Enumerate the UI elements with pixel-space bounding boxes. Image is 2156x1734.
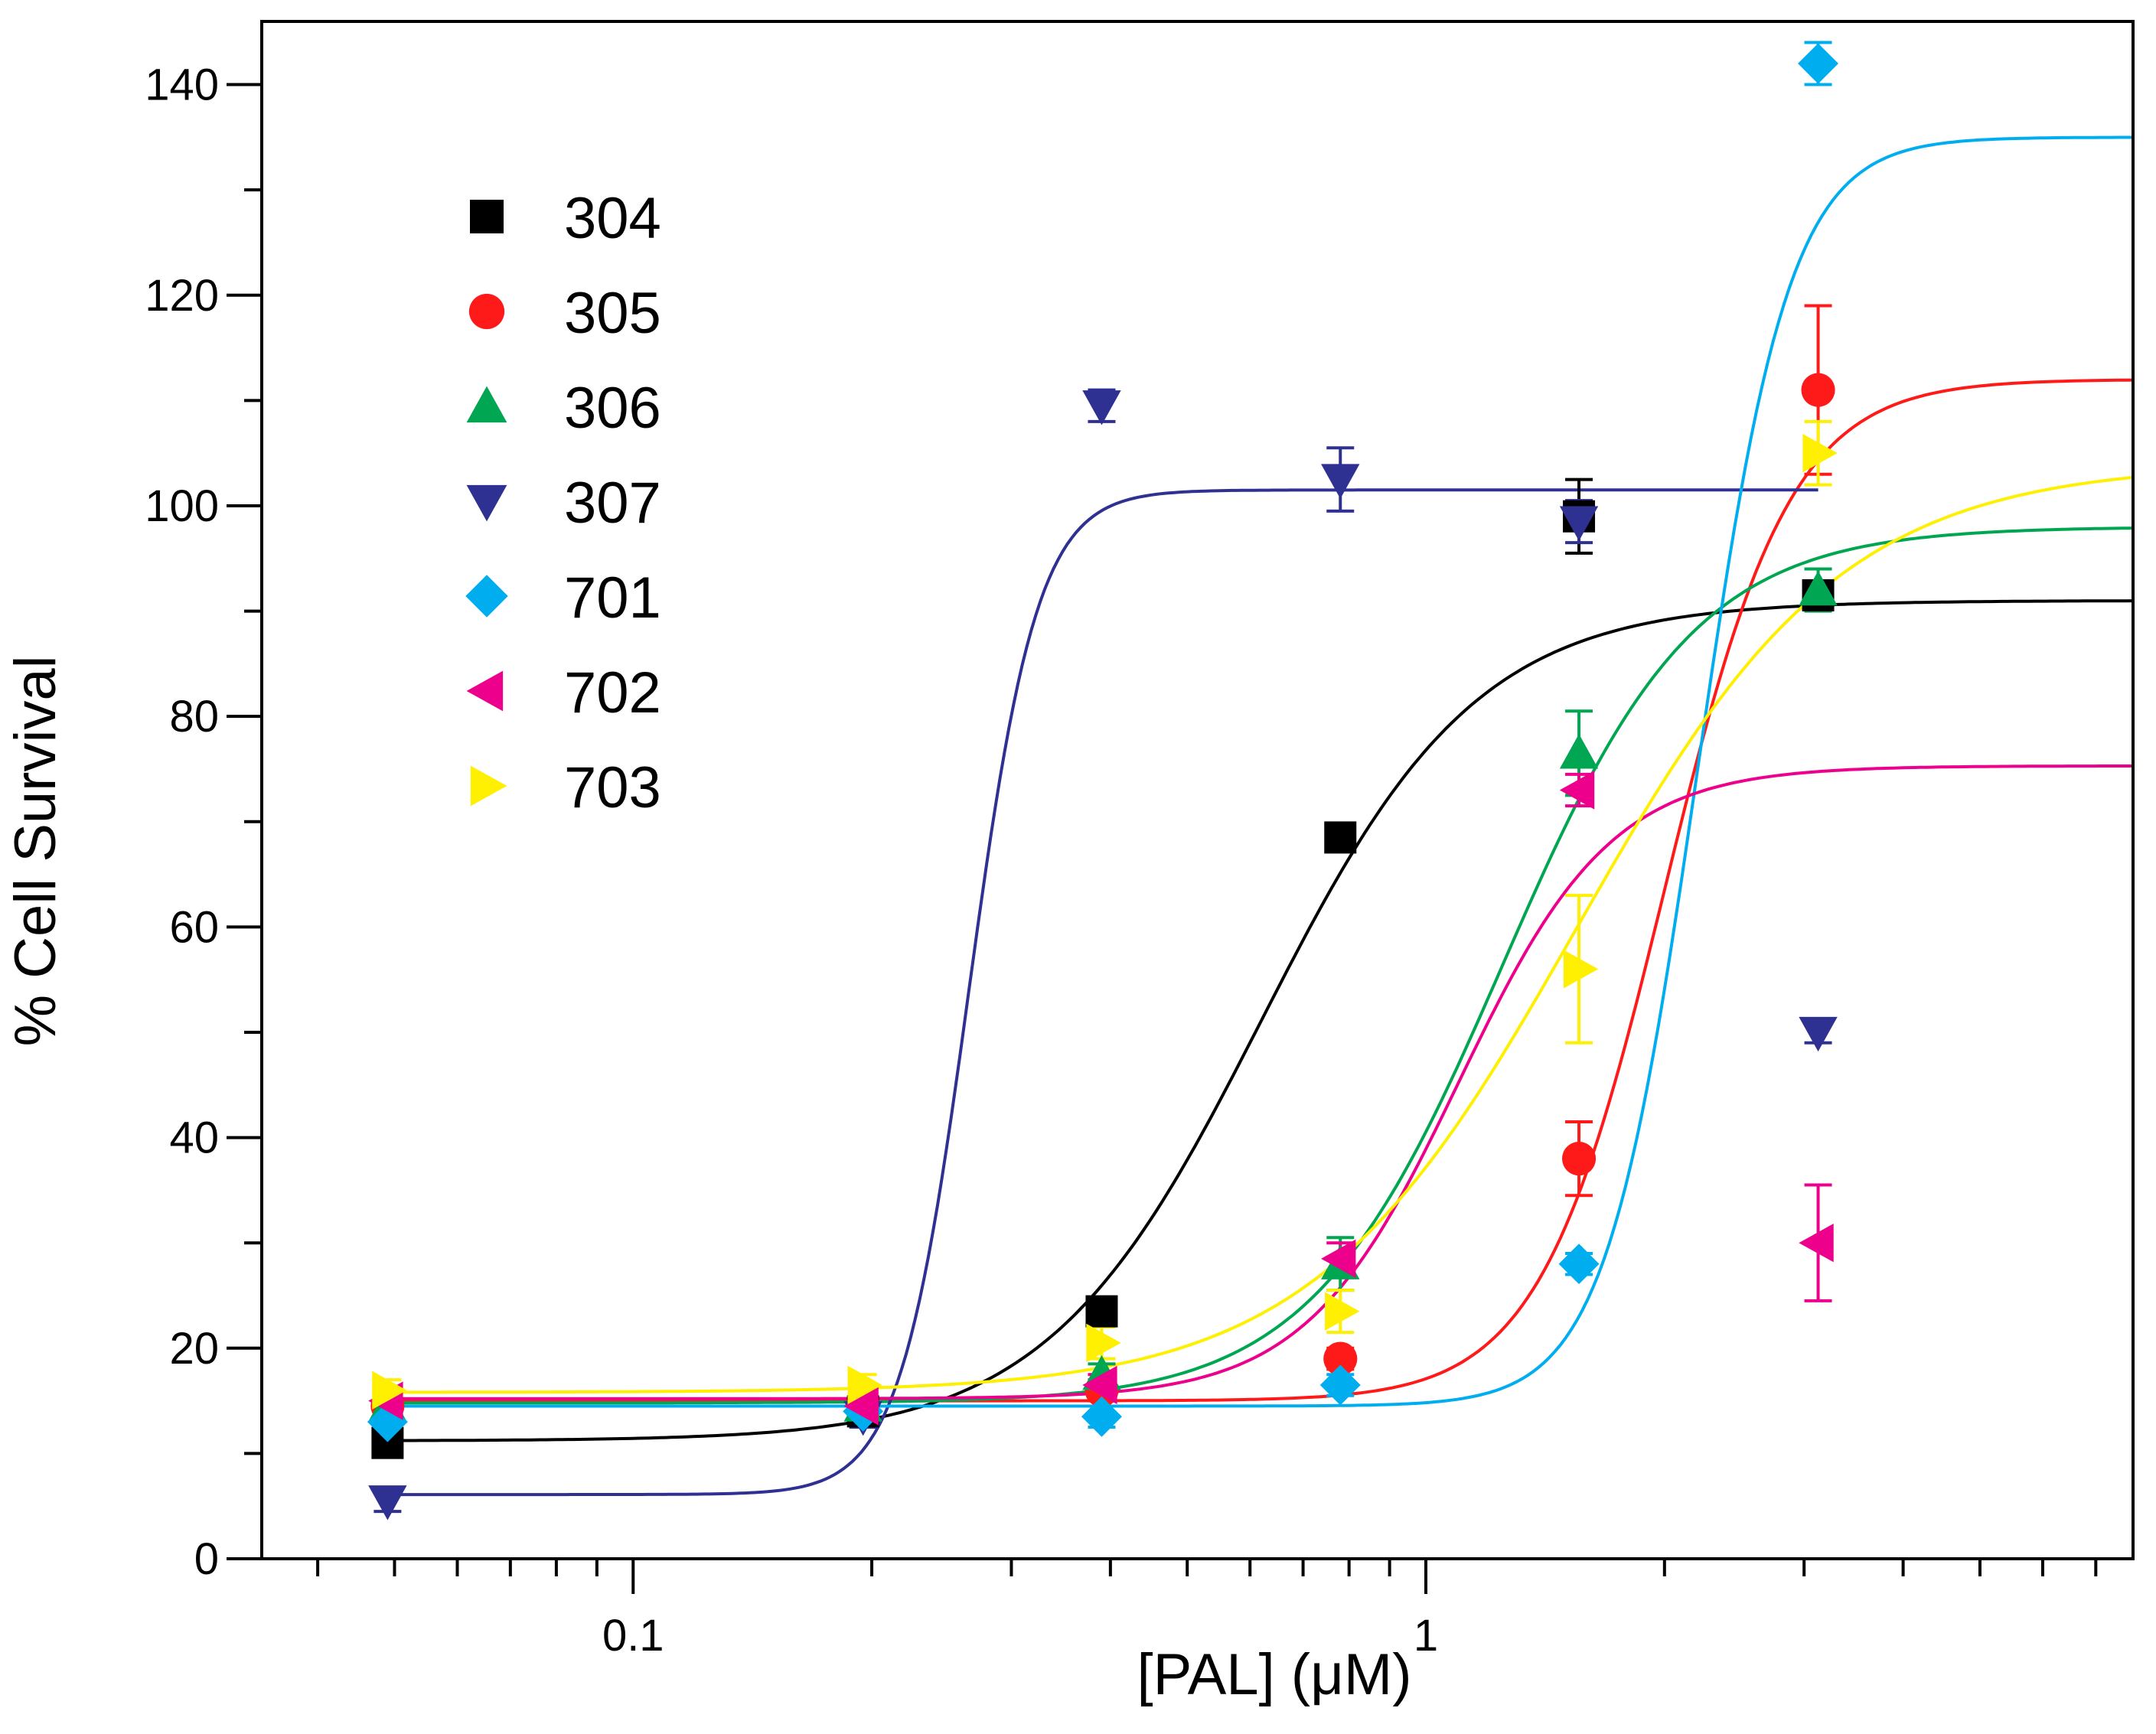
y-tick-label: 100 [145, 481, 219, 531]
point-702 [1321, 1239, 1356, 1279]
legend-marker-702 [466, 670, 504, 712]
y-tick-label: 0 [194, 1534, 219, 1584]
y-tick-label: 60 [169, 902, 219, 952]
fit-curve-304 [387, 599, 2134, 1442]
point-703 [847, 1365, 882, 1405]
point-307 [1082, 390, 1121, 425]
legend-marker-703 [470, 765, 507, 807]
point-304 [1324, 821, 1357, 854]
point-701 [1319, 1364, 1361, 1406]
data-points [367, 43, 1839, 1521]
fit-curves [387, 135, 2134, 1497]
legend-label-304: 304 [564, 186, 661, 251]
point-307 [1799, 1016, 1838, 1052]
legend-label-703: 703 [564, 755, 661, 820]
point-305 [1801, 373, 1835, 407]
legend: 304 305 306 307 701 702 703 [465, 186, 661, 820]
point-305 [1561, 1142, 1597, 1176]
point-703 [1563, 950, 1599, 989]
y-tick-label: 20 [169, 1324, 219, 1374]
y-tick-label: 80 [169, 692, 219, 742]
fit-curve-702 [387, 764, 2133, 1400]
legend-label-306: 306 [564, 376, 661, 441]
point-701 [1798, 43, 1839, 84]
point-306 [1559, 734, 1599, 769]
legend-marker-307 [466, 484, 507, 522]
x-tick-label: 0.1 [602, 1611, 664, 1661]
point-701 [1081, 1396, 1122, 1437]
fit-curve-703 [387, 475, 2134, 1394]
x-tick-label: 1 [1414, 1611, 1438, 1661]
point-701 [367, 1401, 408, 1442]
plot-frame [260, 20, 2135, 1560]
point-702 [843, 1387, 879, 1426]
legend-marker-304 [470, 200, 504, 233]
legend-label-307: 307 [564, 471, 661, 536]
legend-marker-701 [465, 575, 508, 618]
y-tick-label: 120 [145, 271, 219, 321]
point-306 [1799, 570, 1838, 606]
point-703 [1802, 433, 1838, 473]
legend-label-305: 305 [564, 281, 661, 346]
fit-curve-701 [387, 135, 2133, 1408]
y-axis-label: % Cell Survival [3, 655, 68, 1046]
point-702 [1559, 771, 1595, 810]
legend-marker-306 [466, 386, 507, 423]
point-703 [372, 1371, 407, 1410]
point-703 [1325, 1292, 1360, 1331]
point-307 [1321, 464, 1360, 499]
y-tick-label: 140 [145, 60, 219, 110]
axes: 0 20 40 60 80 100 120 140 0.1 1 [145, 60, 2098, 1661]
legend-marker-305 [468, 293, 505, 330]
fit-curve-306 [387, 526, 2134, 1405]
fit-curve-305 [387, 378, 2134, 1403]
point-304 [1085, 1295, 1118, 1328]
point-702 [1799, 1223, 1834, 1263]
point-307 [368, 1485, 407, 1521]
point-703 [1086, 1323, 1121, 1363]
legend-label-702: 702 [564, 660, 661, 725]
legend-label-701: 701 [564, 566, 661, 631]
point-702 [1082, 1365, 1117, 1405]
point-701 [1558, 1243, 1600, 1285]
y-tick-label: 40 [169, 1113, 219, 1163]
point-305 [1323, 1341, 1358, 1376]
plot-border [260, 20, 2135, 1560]
point-307 [1559, 506, 1599, 541]
x-axis-label: [PAL] (μM) [1137, 1642, 1411, 1707]
